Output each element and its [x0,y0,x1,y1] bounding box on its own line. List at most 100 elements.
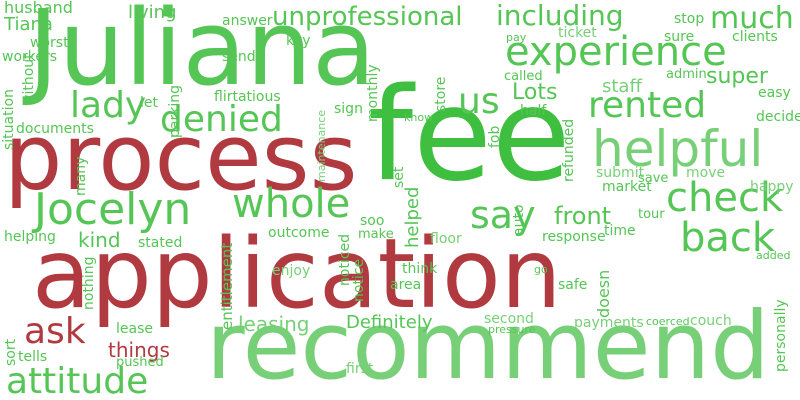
word-make: soo [360,213,385,229]
word-fee: fee [368,61,571,210]
word-first: pushed [116,355,164,370]
word-store: store [433,76,449,112]
word-tour: happy [750,179,794,195]
word-pushed: tells [18,349,48,365]
word-happy: market [602,179,652,195]
word-tiana: Tiana [4,14,53,35]
word-enjoy: added [756,249,791,262]
word-helpful: helpful [592,120,764,178]
word-submit: know [404,111,434,124]
word-personally: personally [773,299,789,372]
word-second: go [534,263,548,276]
word-answer: answer [222,13,273,29]
word-market: move [686,165,726,181]
word-kind: kind [78,228,121,252]
word-let: let [140,95,158,111]
word-admin: called [504,69,543,84]
word-lease: couch [690,313,732,329]
word-half: easy [758,85,791,101]
word-think: enjoy [272,263,311,279]
word-front: front [554,202,612,230]
word-things: things [108,338,170,362]
word-us: us [458,81,500,122]
word-recommend: recommend [206,292,770,400]
word-jocelyn: Jocelyn [34,184,192,235]
word-experience: experience [505,29,727,75]
word-entitlement: entitlement [218,242,236,330]
word-noticed: noticed [337,233,353,286]
word-helping: time [604,223,636,239]
word-easy: admin [666,67,707,82]
word-definitely: Definitely [346,312,433,333]
word-stop: without [21,53,37,106]
word-area: think [402,261,438,277]
word-save: submit [596,165,645,181]
word-fob: fob [487,125,503,148]
word-soo: tour [638,207,665,222]
word-attitude: attitude [6,361,149,400]
word-safe: area [390,277,422,293]
word-documents: documents [16,121,94,137]
word-rented: rented [588,85,707,126]
word-send: send [222,49,256,65]
word-sort: first [346,361,374,377]
word-check: check [666,175,784,221]
word-maintenance: maintenance [315,109,328,182]
word-process: process [4,104,358,211]
word-workers: workers [2,49,58,65]
word-pressure: second [484,311,534,327]
word-go: safe [558,277,588,293]
word-helped: helped [402,186,423,248]
word-sign: sign [334,101,363,117]
word-super: super [706,64,768,89]
word-application: application [32,218,562,330]
word-whole: whole [232,181,351,227]
word-many: many [73,156,89,196]
word-ticket: pay [506,31,527,44]
word-worst: worst [30,35,69,51]
word-flirtatious: flirtatious [214,89,281,105]
word-pay: stop [674,11,705,27]
word-denied: denied [160,99,283,140]
word-response: floor [430,231,462,247]
word-floor: make [358,227,394,242]
word-parking: parking [167,85,183,138]
word-sure: ticket [558,25,597,41]
word-say: say [470,193,536,237]
word-coerced: payments [574,315,644,331]
word-nothing: nothing [81,256,97,310]
word-set: set [391,166,407,188]
word-payments: pressure [488,323,536,336]
word-situation: sort [3,338,19,366]
word-couch: coerced [646,315,690,328]
word-auto: auto [511,204,527,236]
word-stated: helping [4,229,56,245]
word-notice: notice [351,258,367,302]
word-monthly: monthly [365,64,381,122]
word-added: outcome [268,225,330,241]
word-juliana: Juliana [28,0,376,109]
word-tells: lease [116,321,153,337]
word-ask: ask [24,311,86,352]
word-doesn: doesn [594,269,613,318]
word-clients: sure [664,29,695,45]
word-called: clients [732,29,778,45]
word-leasing: leasing [238,312,310,336]
word-know: decided [756,109,800,125]
word-lady: lady [70,85,147,126]
word-outcome: stated [138,235,183,251]
word-staff: staff [602,76,642,97]
word-refunded: refunded [561,118,577,182]
word-key: key [286,33,311,49]
word-husband: husband [4,0,73,17]
word-unprofessional: unprofessional [272,2,463,32]
word-without: situation [1,89,17,150]
word-move: save [638,171,669,186]
word-living: living [128,2,177,23]
word-decided: half [520,103,547,119]
word-time: response [542,229,606,245]
word-much: much [710,1,794,36]
word-back: back [680,215,776,261]
word-lots: Lots [512,80,558,105]
